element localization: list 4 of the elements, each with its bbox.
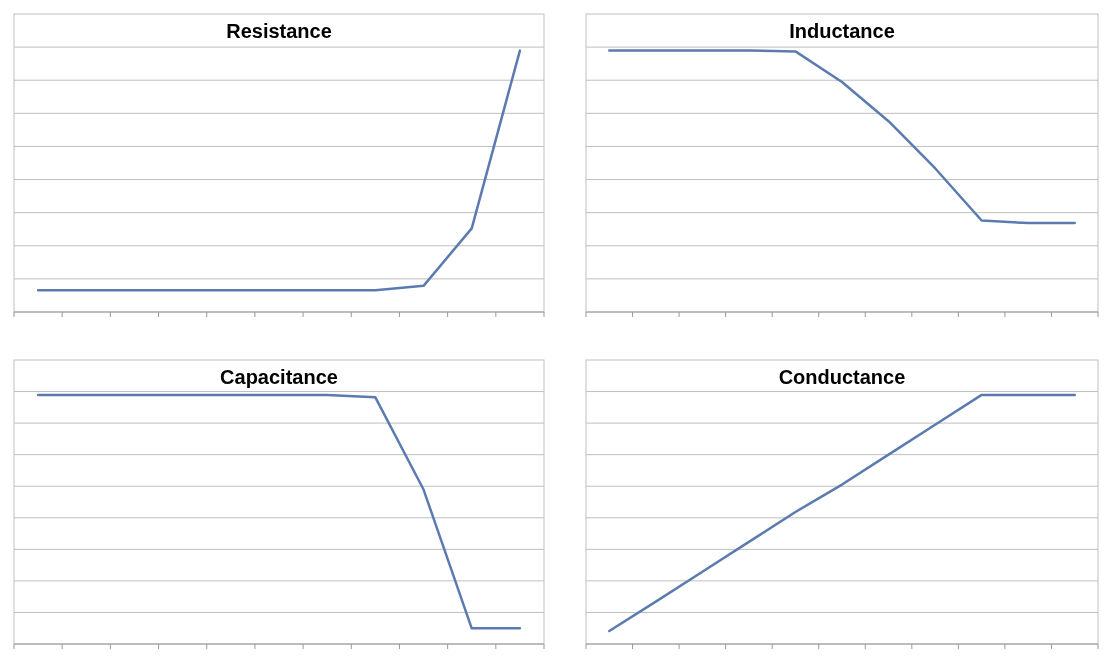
chart-title: Resistance bbox=[226, 20, 332, 42]
chart-title: Conductance bbox=[778, 366, 906, 388]
chart-title: Capacitance bbox=[220, 366, 338, 388]
chart-title: Inductance bbox=[789, 20, 895, 42]
